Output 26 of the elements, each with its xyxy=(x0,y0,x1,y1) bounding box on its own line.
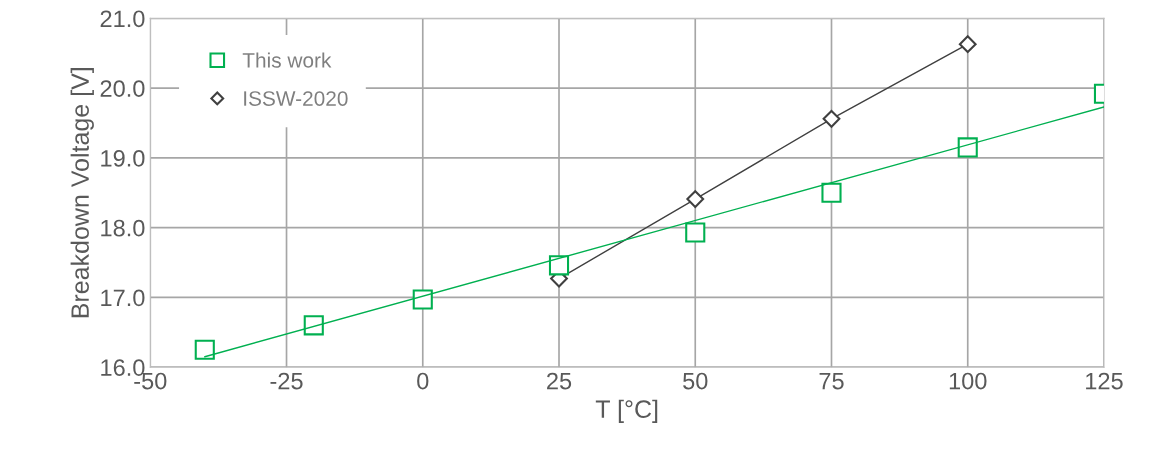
y-tick-label: 18.0 xyxy=(101,219,145,237)
point xyxy=(686,190,705,208)
x-tick-label: 75 xyxy=(819,372,844,390)
x-tick-label: 0 xyxy=(417,372,429,390)
x-tick-label: 100 xyxy=(949,372,987,390)
point xyxy=(548,255,570,276)
legend-label: ISSW-2020 xyxy=(244,91,348,106)
point xyxy=(957,137,978,158)
y-tick-label: 19.0 xyxy=(101,149,145,167)
point xyxy=(194,339,215,360)
point xyxy=(303,315,324,336)
y-tick-label: 21.0 xyxy=(100,10,145,28)
y-tick-label: 17.0 xyxy=(101,289,145,307)
point xyxy=(821,182,842,203)
point xyxy=(822,109,841,128)
y-axis-title: Breakdown Voltage [V] xyxy=(70,68,94,318)
x-tick-label: -25 xyxy=(270,372,303,390)
x-axis-title: T [°C] xyxy=(595,399,658,423)
x-tick-label: 25 xyxy=(547,372,572,390)
y-tick-label: 20.0 xyxy=(100,80,145,97)
point xyxy=(685,222,706,243)
point xyxy=(958,35,977,54)
legend-label: This work xyxy=(242,52,332,68)
point xyxy=(412,289,433,310)
x-tick-label: 125 xyxy=(1086,372,1123,390)
x-tick-label: 50 xyxy=(683,372,708,390)
